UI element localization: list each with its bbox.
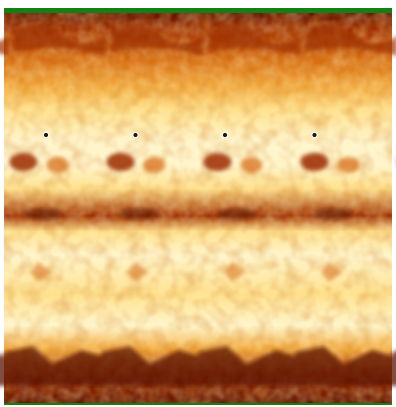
band-bump <box>313 208 354 220</box>
bottom-frame-strip <box>4 403 392 405</box>
lower-arrow-shape <box>29 262 52 282</box>
focus-dot <box>42 131 50 139</box>
focus-dot <box>221 131 229 139</box>
lower-arrow-shape <box>223 262 246 282</box>
repeating-pattern <box>0 23 396 386</box>
focus-dot <box>132 131 139 139</box>
bottom-chevron-shape <box>295 346 392 386</box>
dark-texture <box>4 12 392 404</box>
band-bump <box>119 208 160 220</box>
band-bump <box>22 208 63 220</box>
focus-dots <box>42 131 318 139</box>
top-wave-shape <box>14 23 107 56</box>
mid-dark-blob <box>106 153 135 171</box>
mid-dark-blob <box>9 153 38 171</box>
mid-dark-blob <box>300 153 329 171</box>
lower-arrow-shape <box>126 262 149 282</box>
mid-dark-blob <box>203 153 232 171</box>
top-wave-shape <box>110 23 204 56</box>
lower-arrow-shape <box>320 262 343 282</box>
top-wave-shape <box>208 23 301 56</box>
mid-warm-blob <box>46 157 69 173</box>
bottom-chevron-shape <box>4 346 101 386</box>
top-wave-shape <box>305 23 396 56</box>
mid-warm-blob <box>143 157 166 173</box>
band-bump <box>216 208 257 220</box>
top-wave-shape <box>0 36 10 56</box>
bottom-chevron-shape <box>198 346 295 386</box>
mid-warm-blob <box>337 157 360 173</box>
bottom-chevron-shape <box>0 354 4 386</box>
focus-dot <box>311 131 318 139</box>
top-frame-strip <box>4 8 392 13</box>
mid-warm-blob <box>240 157 263 173</box>
bottom-chevron-shape <box>392 351 396 386</box>
bottom-chevron-shape <box>101 346 198 386</box>
